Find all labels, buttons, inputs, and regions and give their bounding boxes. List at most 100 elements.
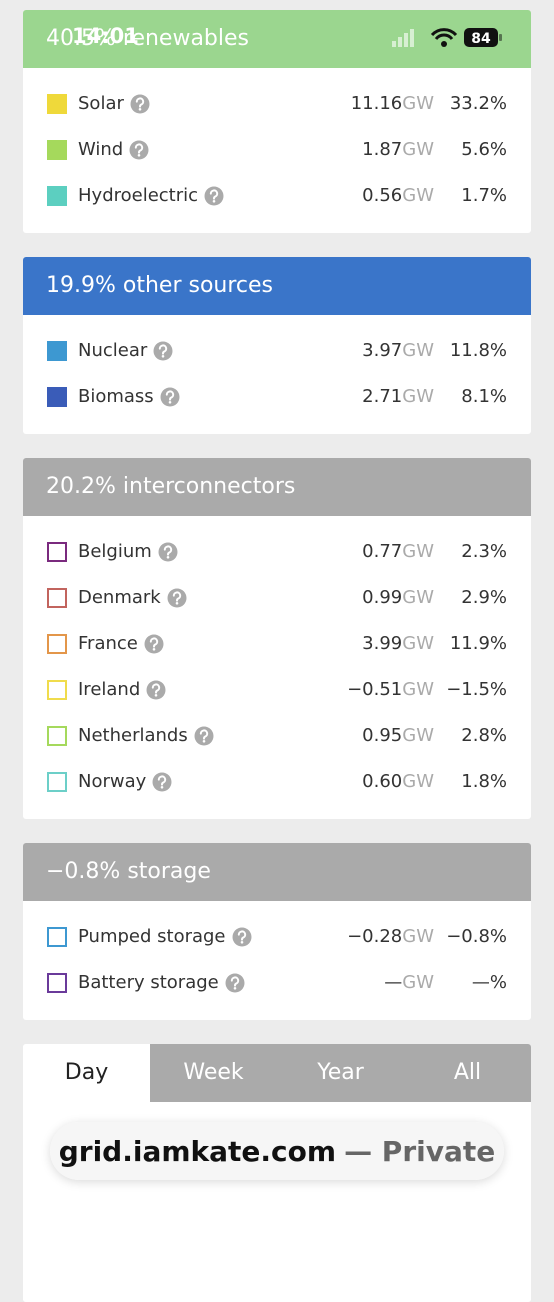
share-percent: 2.8% [461,725,507,746]
section-card: 19.9% other sources Nuclear 3.97GW 11.8% Bio… [23,257,531,434]
source-name: Belgium [78,529,178,575]
source-label: Netherlands [78,725,188,746]
power-number: −0.28 [347,926,403,947]
period-tab[interactable]: Day [23,1044,150,1102]
power-number: 1.87 [362,139,403,160]
power-unit: GW [402,386,434,407]
power-number: 3.99 [362,633,403,654]
battery-level: 84 [471,31,491,47]
power-number: 0.77 [362,541,403,562]
swatch [47,387,67,407]
power-unit: GW [402,139,434,160]
source-name: Wind [78,127,149,173]
power-value: 1.87GW [362,127,434,173]
source-label: Solar [78,93,124,114]
power-value: 0.99GW [362,575,434,621]
source-label: Biomass [78,386,154,407]
help-icon[interactable] [146,680,166,700]
help-icon[interactable] [160,387,180,407]
address-bar[interactable]: grid.iamkate.com — Private [50,1122,504,1180]
help-icon[interactable] [167,588,187,608]
source-label: France [78,633,138,654]
help-icon[interactable] [152,772,172,792]
swatch [47,186,67,206]
power-number: 2.71 [362,386,403,407]
help-icon[interactable] [232,927,252,947]
power-value: 11.16GW [351,81,434,127]
power-value: −0.28GW [347,914,434,960]
section-rows: Belgium 0.77GW 2.3% Denmark 0.99GW 2.9% France… [23,516,531,819]
section-header: 40.5% renewables [23,10,531,68]
help-icon[interactable] [144,634,164,654]
section-header: 20.2% interconnectors [23,458,531,516]
status-bar: 14:01 84 [0,0,554,76]
power-unit: GW [402,972,434,993]
section-rows: Nuclear 3.97GW 11.8% Biomass 2.71GW 8.1% [23,315,531,434]
source-row: France 3.99GW 11.9% [23,621,531,667]
source-label: Denmark [78,587,161,608]
source-row: Hydroelectric 0.56GW 1.7% [23,173,531,219]
help-icon[interactable] [129,140,149,160]
power-value: −0.51GW [347,667,434,713]
share-percent: 2.9% [461,587,507,608]
help-icon[interactable] [204,186,224,206]
share-percent: 11.8% [449,340,507,361]
period-tab[interactable]: Week [150,1044,277,1102]
power-unit: GW [402,185,434,206]
power-number: — [384,972,403,993]
source-row: Biomass 2.71GW 8.1% [23,374,531,420]
source-name: Solar [78,81,150,127]
share-percent: 5.6% [461,139,507,160]
source-name: Hydroelectric [78,173,224,219]
power-unit: GW [402,679,434,700]
source-name: Norway [78,759,172,805]
power-unit: GW [402,926,434,947]
period-tab[interactable]: All [404,1044,531,1102]
period-tabs: Day Week Year All [23,1044,531,1102]
section-rows: Solar 11.16GW 33.2% Wind 1.87GW 5.6% Hydroelec… [23,68,531,233]
power-value: 2.71GW [362,374,434,420]
source-row: Norway 0.60GW 1.8% [23,759,531,805]
power-unit: GW [402,340,434,361]
swatch [47,542,67,562]
source-label: Pumped storage [78,926,226,947]
power-unit: GW [402,587,434,608]
share-percent: 8.1% [461,386,507,407]
source-row: Denmark 0.99GW 2.9% [23,575,531,621]
section-card: 20.2% interconnectors Belgium 0.77GW 2.3% De… [23,458,531,819]
source-name: Nuclear [78,328,173,374]
help-icon[interactable] [153,341,173,361]
power-value: 3.97GW [362,328,434,374]
source-name: Pumped storage [78,914,252,960]
share-percent: 1.7% [461,185,507,206]
status-icons: 84 [392,28,502,47]
share-percent: —% [471,972,507,993]
privacy-label: — Private [344,1134,496,1168]
source-label: Norway [78,771,147,792]
help-icon[interactable] [130,94,150,114]
swatch [47,927,67,947]
share-percent: 1.8% [461,771,507,792]
swatch [47,140,67,160]
power-value: 0.60GW [362,759,434,805]
power-value: —GW [384,960,434,1006]
share-percent: 11.9% [449,633,507,654]
source-row: Belgium 0.77GW 2.3% [23,529,531,575]
source-row: Battery storage —GW —% [23,960,531,1006]
period-tab[interactable]: Year [277,1044,404,1102]
section-rows: Pumped storage −0.28GW −0.8% Battery storag… [23,901,531,1020]
source-name: Battery storage [78,960,245,1006]
swatch [47,588,67,608]
source-label: Ireland [78,679,141,700]
swatch [47,772,67,792]
source-name: Ireland [78,667,166,713]
help-icon[interactable] [225,973,245,993]
source-name: France [78,621,164,667]
source-row: Solar 11.16GW 33.2% [23,81,531,127]
source-label: Belgium [78,541,152,562]
swatch [47,680,67,700]
help-icon[interactable] [158,542,178,562]
section-card: −0.8% storage Pumped storage −0.28GW −0.8% B… [23,843,531,1020]
help-icon[interactable] [194,726,214,746]
section-header: 19.9% other sources [23,257,531,315]
